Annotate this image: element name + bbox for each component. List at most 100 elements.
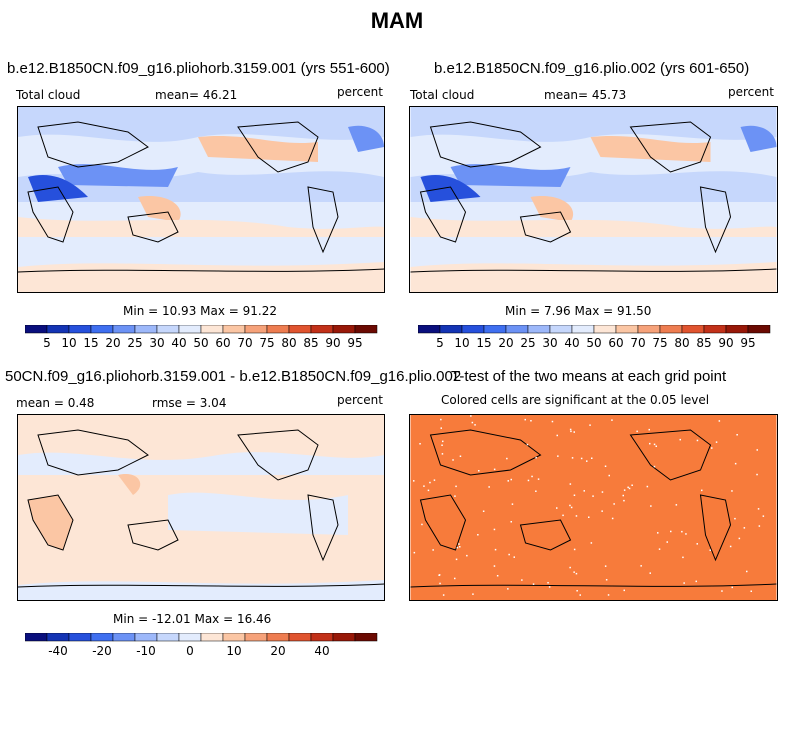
colorbar-swatch <box>200 632 224 642</box>
colorbar-tick-label: 90 <box>718 336 733 350</box>
colorbar-tick-label: 85 <box>696 336 711 350</box>
insignificant-cell <box>466 554 468 557</box>
colorbar-tick-label: 75 <box>652 336 667 350</box>
colorbar-tick-label: -20 <box>92 644 112 658</box>
insignificant-cell <box>750 590 752 592</box>
insignificant-cell <box>432 549 434 551</box>
colorbar-tick-label: 40 <box>564 336 579 350</box>
panel2-minmax: Min = 7.96 Max = 91.50 <box>505 304 652 318</box>
insignificant-cell <box>556 434 558 437</box>
colorbar-tick-label: -40 <box>48 644 68 658</box>
insignificant-cell <box>608 474 610 477</box>
colorbar-swatch <box>505 324 529 334</box>
insignificant-cell <box>570 430 572 433</box>
panel3-colorbar: -40 -20 -10 0 10 20 40 <box>24 632 385 664</box>
insignificant-cell <box>569 483 572 485</box>
insignificant-cell <box>459 546 461 548</box>
colorbar-swatch <box>156 324 180 334</box>
insignificant-cell <box>532 583 535 585</box>
insignificant-cell <box>511 503 514 505</box>
insignificant-cell <box>459 455 462 457</box>
insignificant-cell <box>521 579 523 581</box>
insignificant-cell <box>731 490 733 492</box>
insignificant-cell <box>721 590 723 592</box>
insignificant-cell <box>507 588 509 590</box>
panel1-minmax: Min = 10.93 Max = 91.22 <box>123 304 277 318</box>
colorbar-tick-label: 10 <box>226 644 241 658</box>
insignificant-cell <box>738 537 741 540</box>
insignificant-cell <box>579 594 581 596</box>
insignificant-cell <box>685 533 687 535</box>
colorbar-tick-label: 95 <box>740 336 755 350</box>
insignificant-cell <box>636 430 638 433</box>
insignificant-cell <box>526 443 529 446</box>
insignificant-cell <box>571 457 574 459</box>
colorbar-swatch <box>703 324 727 334</box>
insignificant-cell <box>442 440 444 443</box>
insignificant-cell <box>429 481 431 484</box>
insignificant-cell <box>592 495 594 497</box>
panel1-map <box>17 106 385 293</box>
insignificant-cell <box>640 565 642 567</box>
panel1-colorbar: 5 10 15 20 25 30 40 50 60 70 75 80 85 90 95 <box>24 324 385 356</box>
insignificant-cell <box>472 593 474 595</box>
insignificant-cell <box>531 475 533 478</box>
insignificant-cells <box>413 415 765 596</box>
panel1-title: b.e12.B1850CN.f09_g16.pliohorb.3159.001 … <box>7 60 390 77</box>
insignificant-cell <box>573 494 576 496</box>
panel4-map <box>409 414 778 601</box>
insignificant-cell <box>658 548 661 550</box>
insignificant-cell <box>527 479 530 482</box>
insignificant-cell <box>506 457 508 460</box>
insignificant-cell <box>569 428 572 431</box>
insignificant-cell <box>711 447 713 449</box>
insignificant-cell <box>524 418 526 421</box>
insignificant-cell <box>683 582 685 584</box>
insignificant-cell <box>433 479 436 481</box>
insignificant-cell <box>556 507 558 509</box>
insignificant-cell <box>413 551 416 554</box>
panel1-variable: Total cloud <box>16 88 81 102</box>
insignificant-cell <box>758 525 761 527</box>
insignificant-cell <box>575 572 578 575</box>
colorbar-tick-label: 20 <box>105 336 120 350</box>
insignificant-cell <box>588 516 590 518</box>
colorbar-swatch <box>659 324 683 334</box>
colorbar-swatch <box>266 324 290 334</box>
ttest-field <box>410 415 777 600</box>
insignificant-cell <box>734 517 736 520</box>
insignificant-cell <box>762 515 765 517</box>
insignificant-cell <box>590 542 593 544</box>
insignificant-cell <box>452 459 454 461</box>
insignificant-cell <box>456 546 459 549</box>
figure-title: MAM <box>370 8 424 33</box>
insignificant-cell <box>440 418 442 421</box>
insignificant-cell <box>551 420 554 423</box>
colorbar-swatch <box>222 632 246 642</box>
insignificant-cell <box>493 565 496 567</box>
insignificant-cell <box>679 438 681 441</box>
colorbar-tick-label: 70 <box>630 336 645 350</box>
insignificant-cell <box>477 534 479 536</box>
colorbar-swatch <box>439 324 463 334</box>
insignificant-cell <box>458 543 460 545</box>
insignificant-cell <box>513 556 515 558</box>
colorbar-tick-label: 10 <box>61 336 76 350</box>
colorbar-swatch <box>354 632 378 642</box>
colorbar-tick-label: 90 <box>325 336 340 350</box>
insignificant-cell <box>631 484 633 486</box>
colorbar-swatch <box>24 324 48 334</box>
colorbar-swatch <box>112 632 136 642</box>
insignificant-cell <box>756 473 758 476</box>
insignificant-cell <box>439 582 441 585</box>
insignificant-cell <box>734 462 737 465</box>
insignificant-cell <box>756 449 758 451</box>
insignificant-cell <box>611 419 613 421</box>
insignificant-cell <box>488 486 490 488</box>
colorbar-swatch <box>332 324 356 334</box>
panel1-units: percent <box>337 85 383 99</box>
colorbar-tick-label: 15 <box>83 336 98 350</box>
colorbar-swatch <box>90 324 114 334</box>
insignificant-cell <box>657 532 659 534</box>
insignificant-cell <box>623 489 626 491</box>
